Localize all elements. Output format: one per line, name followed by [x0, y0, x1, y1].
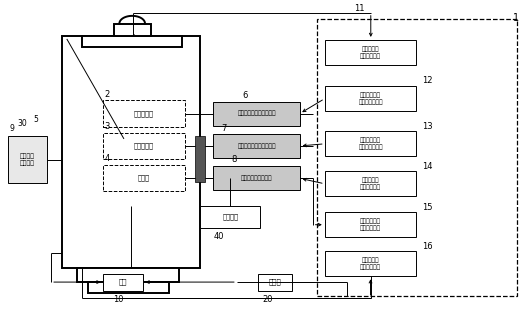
Text: 发动机总速
状态监控单元: 发动机总速 状态监控单元: [360, 46, 381, 58]
Bar: [325, 251, 416, 276]
Text: 9: 9: [10, 124, 15, 133]
Text: 5: 5: [34, 114, 39, 123]
Bar: [214, 134, 300, 158]
Text: 电源: 电源: [119, 279, 127, 285]
Text: 空调压缩机耐
久试验控制单元: 空调压缩机耐 久试验控制单元: [358, 93, 383, 104]
Text: 环境温度
控制装置: 环境温度 控制装置: [20, 154, 35, 166]
Text: 助力转向泵负载加载设备: 助力转向泵负载加载设备: [237, 143, 276, 149]
Text: 空调压缩机负载加载设备: 空调压缩机负载加载设备: [237, 111, 276, 116]
Bar: [325, 212, 416, 237]
Text: 12: 12: [422, 76, 433, 85]
Text: 2: 2: [105, 90, 110, 99]
Text: 7: 7: [221, 124, 227, 133]
Text: 10: 10: [113, 295, 124, 304]
Text: 4: 4: [105, 155, 110, 164]
Text: 14: 14: [422, 162, 433, 170]
Bar: [104, 133, 185, 159]
Text: 报警器: 报警器: [268, 279, 281, 285]
Text: 1: 1: [513, 13, 519, 23]
Bar: [258, 274, 292, 290]
Text: 发电机耐久
试验控制单元: 发电机耐久 试验控制单元: [360, 178, 381, 190]
Bar: [8, 136, 47, 183]
Bar: [325, 40, 416, 65]
Text: 15: 15: [422, 203, 433, 212]
Bar: [88, 282, 169, 293]
Bar: [325, 171, 416, 197]
Text: 助力转向泵: 助力转向泵: [134, 142, 154, 149]
Text: 6: 6: [242, 91, 247, 100]
Text: 16: 16: [422, 242, 433, 251]
Bar: [77, 268, 179, 282]
Bar: [325, 131, 416, 156]
Text: 整车电总: 整车电总: [222, 214, 238, 220]
Bar: [325, 86, 416, 111]
Text: 40: 40: [213, 232, 224, 241]
Bar: [114, 24, 150, 36]
Text: 13: 13: [422, 122, 433, 131]
Text: 空调压缩机: 空调压缩机: [134, 110, 154, 117]
Text: 助力转向泵耐
久试验控制单元: 助力转向泵耐 久试验控制单元: [358, 138, 383, 150]
Bar: [104, 165, 185, 191]
Text: 3: 3: [105, 122, 110, 131]
Text: 加载设备运行
状态监测单元: 加载设备运行 状态监测单元: [360, 219, 381, 231]
Text: 发电机负载加载设备: 发电机负载加载设备: [241, 175, 272, 181]
Bar: [83, 36, 182, 47]
Text: 30: 30: [17, 119, 27, 128]
Text: 11: 11: [355, 4, 365, 13]
Bar: [214, 102, 300, 126]
Bar: [104, 100, 185, 127]
Bar: [62, 36, 200, 268]
Bar: [104, 274, 143, 290]
Bar: [317, 19, 517, 296]
Text: 发电机: 发电机: [138, 175, 150, 181]
Text: 发动机运行
状态监测单元: 发动机运行 状态监测单元: [360, 258, 381, 270]
Bar: [195, 136, 206, 182]
Bar: [200, 206, 260, 228]
Bar: [214, 166, 300, 190]
Text: 20: 20: [262, 295, 273, 304]
Text: 8: 8: [231, 156, 237, 165]
